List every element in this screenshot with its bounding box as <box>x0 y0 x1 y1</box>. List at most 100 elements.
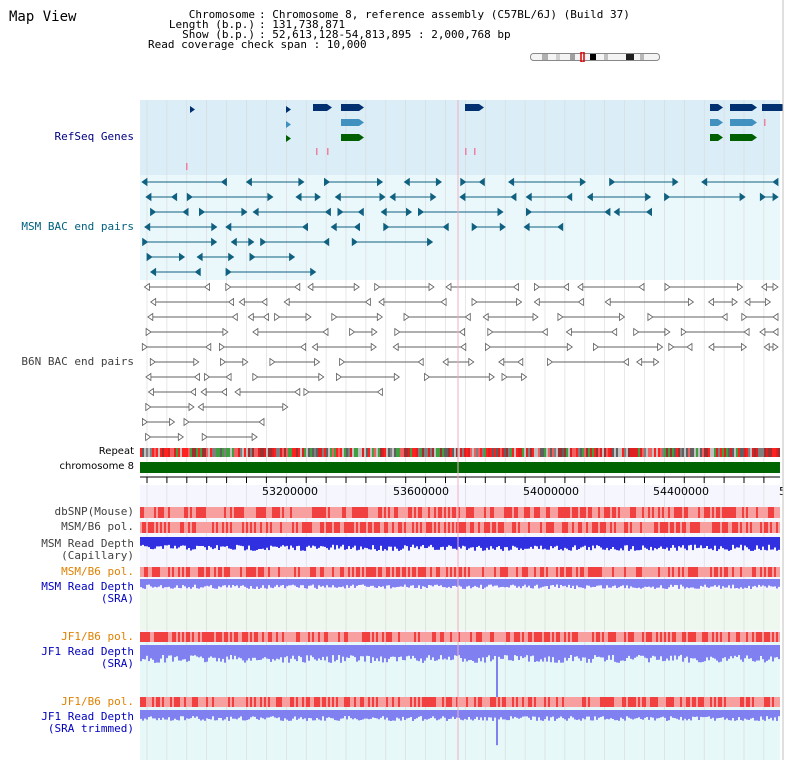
b6n-bac-pair-end[interactable] <box>274 312 281 322</box>
b6n-bac-pair-end[interactable] <box>547 357 554 367</box>
b6n-bac-pair-end[interactable] <box>231 312 238 322</box>
b6n-bac-track[interactable] <box>141 282 779 442</box>
b6n-bac-pair-end[interactable] <box>234 387 241 397</box>
b6n-bac-pair-end[interactable] <box>622 357 629 367</box>
b6n-bac-pair-end[interactable] <box>532 312 539 322</box>
b6n-bac-pair-end[interactable] <box>707 297 714 307</box>
b6n-bac-pair-end[interactable] <box>393 372 400 382</box>
b6n-bac-pair-end[interactable] <box>371 327 378 337</box>
refseq-gene[interactable] <box>341 119 359 126</box>
b6n-bac-pair-end[interactable] <box>517 357 524 367</box>
msm-bac-pair-end[interactable] <box>604 207 611 217</box>
msm-bac-pair-end[interactable] <box>298 177 305 187</box>
b6n-bac-pair-end[interactable] <box>283 297 290 307</box>
msm-bac-pair-end[interactable] <box>510 192 517 202</box>
msm-bac-pair-end[interactable] <box>759 192 766 202</box>
b6n-bac-pair-end[interactable] <box>269 357 276 367</box>
msm-bac-pair-end[interactable] <box>211 222 218 232</box>
gene-strand-arrow[interactable] <box>752 119 757 126</box>
b6n-bac-pair-end[interactable] <box>743 327 750 337</box>
msm-bac-pair-end[interactable] <box>351 237 358 247</box>
b6n-bac-pair-end[interactable] <box>657 342 664 352</box>
b6n-bac-pair-end[interactable] <box>349 327 356 337</box>
msm-bac-pair-end[interactable] <box>194 267 201 277</box>
b6n-bac-pair-end[interactable] <box>145 432 152 442</box>
msm-bac-pair-end[interactable] <box>211 237 218 247</box>
b6n-bac-pair-end[interactable] <box>593 342 600 352</box>
gene-strand-arrow[interactable] <box>286 106 291 113</box>
msm-bac-pair-end[interactable] <box>330 222 337 232</box>
refseq-gene[interactable] <box>313 104 327 111</box>
msm-bac-pair-end[interactable] <box>248 237 255 247</box>
b6n-bac-pair-end[interactable] <box>611 327 618 337</box>
b6n-bac-pair-end[interactable] <box>440 297 447 307</box>
b6n-bac-pair-end[interactable] <box>220 357 227 367</box>
msm-bac-pair-end[interactable] <box>380 207 387 217</box>
b6n-bac-pair-end[interactable] <box>688 297 695 307</box>
b6n-bac-pair-end[interactable] <box>225 282 232 292</box>
msm-bac-pair-end[interactable] <box>150 207 157 217</box>
msm-bac-pair-end[interactable] <box>645 207 652 217</box>
b6n-bac-pair-end[interactable] <box>203 282 210 292</box>
refseq-gene[interactable] <box>465 104 479 111</box>
msm-bac-pair-end[interactable] <box>586 192 593 202</box>
b6n-bac-pair-end[interactable] <box>468 357 475 367</box>
b6n-bac-pair-end[interactable] <box>668 342 675 352</box>
msm-bac-pair-end[interactable] <box>353 222 360 232</box>
b6n-bac-pair-end[interactable] <box>258 417 265 427</box>
msm-bac-pair-end[interactable] <box>337 207 344 217</box>
msm-bac-pair-end[interactable] <box>672 177 679 187</box>
b6n-bac-pair-end[interactable] <box>252 372 259 382</box>
gene-strand-arrow[interactable] <box>479 104 484 111</box>
b6n-bac-pair-end[interactable] <box>282 402 289 412</box>
msm-bac-pair-end[interactable] <box>557 222 564 232</box>
b6n-bac-pair-end[interactable] <box>765 297 772 307</box>
msm-bac-pair-end[interactable] <box>613 207 620 217</box>
msm-bac-pair-end[interactable] <box>179 252 186 262</box>
b6n-bac-pair-end[interactable] <box>353 282 360 292</box>
msm-bac-pair-end[interactable] <box>314 192 321 202</box>
msm-bac-pair-end[interactable] <box>357 207 364 217</box>
b6n-bac-pair-end[interactable] <box>471 297 478 307</box>
b6n-bac-pair-end[interactable] <box>424 372 431 382</box>
b6n-bac-pair-end[interactable] <box>501 372 508 382</box>
b6n-bac-pair-end[interactable] <box>487 327 494 337</box>
msm-bac-pair-end[interactable] <box>701 177 708 187</box>
b6n-bac-pair-end[interactable] <box>252 327 259 337</box>
b6n-bac-pair-end[interactable] <box>458 327 465 337</box>
b6n-bac-pair-end[interactable] <box>565 327 572 337</box>
b6n-bac-pair-end[interactable] <box>772 282 779 292</box>
gene-strand-arrow[interactable] <box>286 121 291 128</box>
gene-strand-arrow[interactable] <box>286 135 291 142</box>
gene-strand-arrow[interactable] <box>327 104 332 111</box>
b6n-bac-pair-end[interactable] <box>145 327 152 337</box>
gene-strand-arrow[interactable] <box>718 134 723 141</box>
b6n-bac-pair-end[interactable] <box>303 387 310 397</box>
msm-bac-track[interactable] <box>141 177 779 277</box>
msm-bac-pair-end[interactable] <box>435 177 442 187</box>
msm-bac-pair-end[interactable] <box>310 267 317 277</box>
gene-strand-arrow[interactable] <box>359 134 364 141</box>
b6n-bac-pair-end[interactable] <box>731 297 738 307</box>
msm-bac-pair-end[interactable] <box>241 207 248 217</box>
msm-bac-pair-end[interactable] <box>497 207 504 217</box>
b6n-bac-pair-end[interactable] <box>262 312 269 322</box>
b6n-bac-pair-end[interactable] <box>445 282 452 292</box>
b6n-bac-pair-end[interactable] <box>141 342 148 352</box>
b6n-bac-pair-end[interactable] <box>488 372 495 382</box>
b6n-bac-pair-end[interactable] <box>261 297 268 307</box>
msm-bac-pair-end[interactable] <box>523 222 530 232</box>
refseq-genes-track[interactable] <box>186 104 787 170</box>
b6n-bac-pair-end[interactable] <box>242 357 249 367</box>
msm-bac-pair-end[interactable] <box>645 192 652 202</box>
gene-strand-arrow[interactable] <box>359 104 364 111</box>
b6n-bac-pair-end[interactable] <box>521 372 528 382</box>
b6n-bac-pair-end[interactable] <box>394 327 401 337</box>
b6n-bac-pair-end[interactable] <box>541 327 548 337</box>
b6n-bac-pair-end[interactable] <box>339 357 346 367</box>
b6n-bac-pair-end[interactable] <box>300 342 307 352</box>
b6n-bac-pair-end[interactable] <box>147 387 154 397</box>
b6n-bac-pair-end[interactable] <box>145 372 152 382</box>
msm-bac-pair-end[interactable] <box>403 177 410 187</box>
